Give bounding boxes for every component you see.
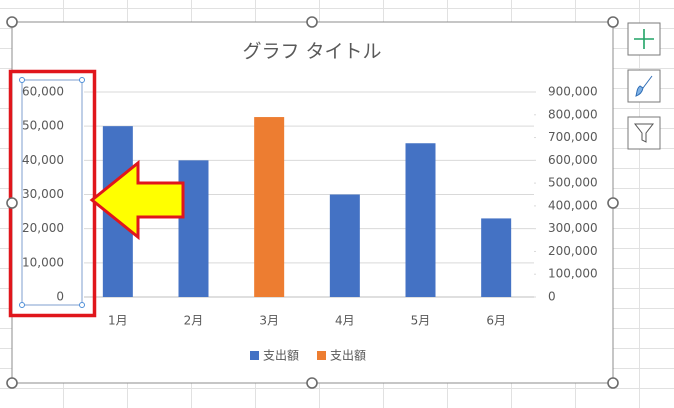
- legend-label: 支出額: [330, 349, 366, 363]
- legend-label: 支出額: [263, 349, 299, 363]
- legend-swatch: [317, 351, 326, 360]
- x-tick-label: 6月: [486, 314, 506, 328]
- y-tick-label: 50,000: [22, 119, 64, 133]
- plus-icon: [634, 29, 654, 49]
- x-tick-label: 1月: [108, 314, 128, 328]
- bar: [178, 160, 209, 297]
- y2-tick-label: 800,000: [548, 107, 598, 121]
- y2-tick-label: 900,000: [548, 85, 598, 99]
- y-tick-label: 40,000: [22, 153, 64, 167]
- axis-selection: [21, 79, 83, 306]
- legend-swatch: [250, 351, 259, 360]
- y2-tick-label: 600,000: [548, 153, 598, 167]
- x-tick-label: 2月: [184, 314, 204, 328]
- filter-button[interactable]: [627, 116, 661, 150]
- x-tick-label: 4月: [335, 314, 355, 328]
- highlight-box: [8, 69, 97, 318]
- resize-handles[interactable]: [6, 16, 619, 389]
- x-tick-label: 3月: [259, 314, 279, 328]
- y2-tick-label: 200,000: [548, 244, 598, 258]
- bar: [481, 218, 512, 297]
- y-tick-label: 60,000: [22, 85, 64, 99]
- y2-tick-label: 100,000: [548, 267, 598, 281]
- y-tick-label: 30,000: [22, 187, 64, 201]
- y2-tick-label: 700,000: [548, 130, 598, 144]
- y-tick-label: 20,000: [22, 221, 64, 235]
- arrow: [89, 159, 185, 241]
- bar: [254, 117, 285, 297]
- y2-tick-label: 500,000: [548, 176, 598, 190]
- bar: [405, 143, 436, 297]
- y-tick-label: 10,000: [22, 255, 64, 269]
- y2-tick-label: 400,000: [548, 198, 598, 212]
- chart-buttons[interactable]: [627, 22, 661, 150]
- y-tick-label: 0: [56, 290, 64, 304]
- y2-tick-label: 0: [548, 290, 556, 304]
- chart-title[interactable]: グラフ タイトル: [242, 41, 381, 63]
- y2-tick-label: 300,000: [548, 221, 598, 235]
- brush-icon: [635, 75, 653, 97]
- filter-icon: [633, 123, 655, 143]
- x-tick-label: 5月: [411, 314, 431, 328]
- bar: [329, 194, 360, 297]
- axis-handles: [19, 77, 85, 308]
